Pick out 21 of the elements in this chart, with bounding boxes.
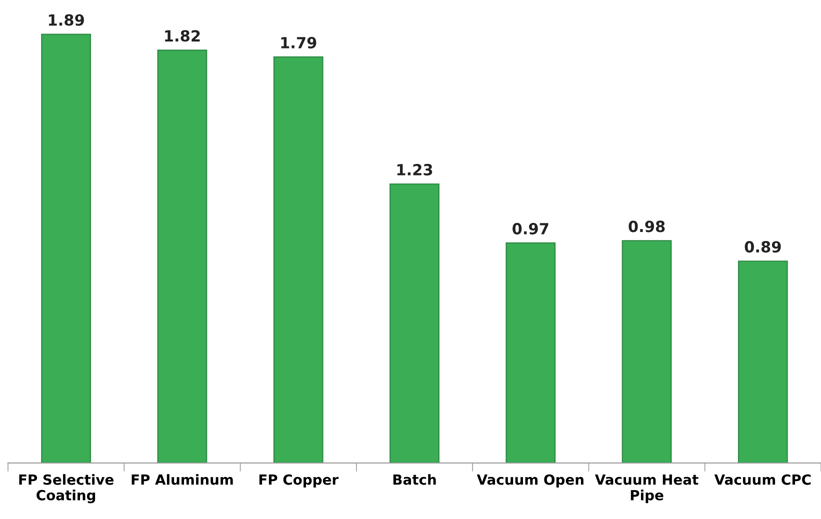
x-tick-label: FP Aluminum [132,474,233,485]
x-tick-label: FP Selective Coating [19,474,114,504]
x-tick-label: Vacuum Heat Pipe [594,474,698,504]
x-tick-label: Vacuum CPC [714,474,811,485]
data-label: 1.82 [165,30,200,42]
data-label: 0.97 [512,222,548,234]
data-label: 0.98 [628,220,665,232]
bar [273,56,324,463]
bar [622,240,672,463]
bar [506,242,556,463]
bar [41,34,92,463]
data-label: 1.89 [48,14,84,26]
x-tick-label: Batch [393,474,436,485]
data-label: 0.89 [744,241,781,253]
data-label: 1.79 [281,36,316,48]
bar [738,260,788,463]
bar [390,183,440,463]
data-label: 1.23 [397,164,432,176]
x-tick-label: Vacuum Open [476,474,584,488]
x-tick-label: FP Copper [259,474,339,488]
bar [157,50,208,463]
